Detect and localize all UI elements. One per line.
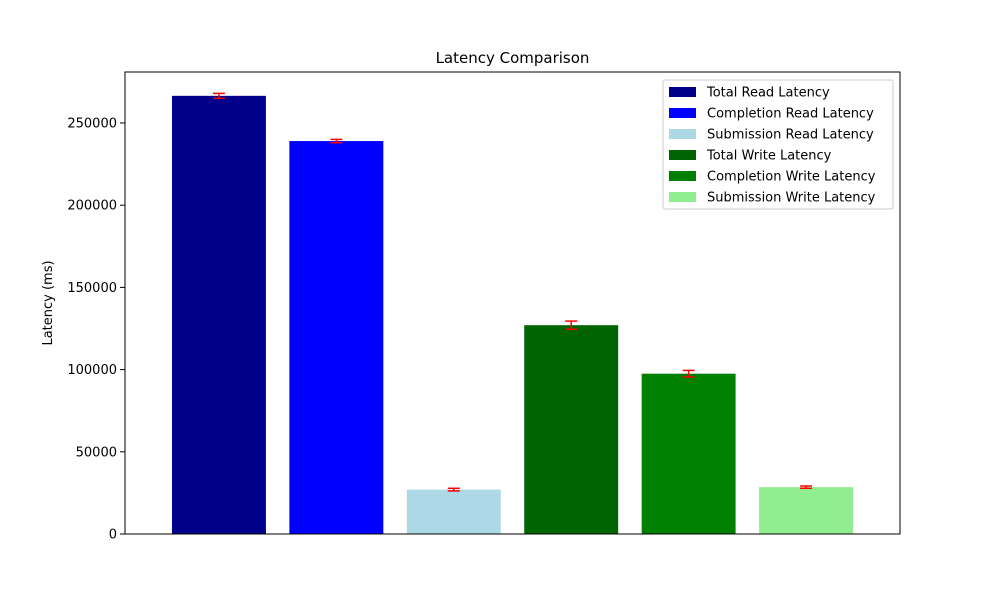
y-tick-label-4: 200000: [67, 199, 117, 214]
bar-2: [406, 489, 501, 534]
legend-swatch-5: [669, 192, 696, 202]
bar-1: [289, 141, 384, 534]
legend-swatch-0: [669, 87, 696, 97]
plot-frame: [124, 71, 901, 535]
bar-0: [171, 95, 266, 535]
y-axis-label: Latency (ms): [41, 260, 56, 345]
legend-label-5: Submission Write Latency: [707, 191, 876, 206]
legend-label-4: Completion Write Latency: [707, 170, 876, 185]
legend: Total Read Latency Completion Read Latenc…: [662, 79, 894, 210]
error-bars-group: [212, 92, 813, 492]
legend-swatch-2: [669, 129, 696, 139]
legend-label-1: Completion Read Latency: [707, 107, 874, 122]
bar-3: [524, 325, 619, 534]
chart-title: Latency Comparison: [436, 49, 590, 67]
legend-swatch-1: [669, 108, 696, 118]
y-tick-label-0: 0: [109, 528, 117, 543]
y-tick-label-3: 150000: [67, 281, 117, 296]
y-tick-label-5: 250000: [67, 116, 117, 131]
y-tick-label-2: 100000: [67, 363, 117, 378]
legend-label-2: Submission Read Latency: [707, 128, 874, 143]
legend-label-0: Total Read Latency: [706, 86, 830, 101]
bars-group: [171, 95, 854, 535]
bar-5: [759, 487, 854, 534]
legend-label-3: Total Write Latency: [706, 149, 832, 164]
y-axis: 0 50000 100000 150000 200000 250000: [67, 116, 125, 543]
legend-box: [662, 79, 894, 210]
legend-swatch-4: [669, 171, 696, 181]
bar-4: [641, 373, 736, 534]
y-tick-label-1: 50000: [76, 445, 117, 460]
legend-swatch-3: [669, 150, 696, 160]
